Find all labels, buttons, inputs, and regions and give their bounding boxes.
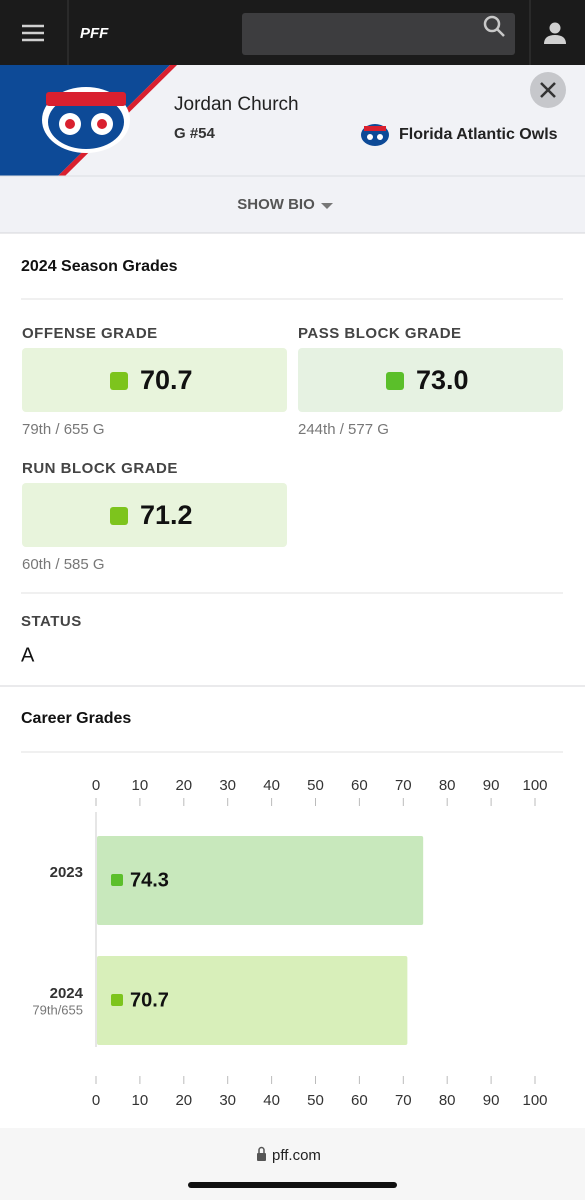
team-logo [42, 87, 130, 153]
menu-button[interactable] [22, 24, 44, 42]
x-tick-label: 70 [395, 1092, 412, 1109]
user-icon[interactable] [544, 22, 566, 45]
status-value: A [21, 644, 35, 666]
grade-box [22, 483, 287, 547]
category-label: 2023 [50, 864, 83, 881]
bar-value-label: 70.7 [130, 989, 169, 1011]
grade-value: 73.0 [416, 365, 469, 395]
team-name: Florida Atlantic Owls [399, 126, 558, 143]
grade-rank: 244th / 577 G [298, 421, 389, 438]
category-sublabel: 79th/655 [32, 1002, 83, 1017]
grade-value: 70.7 [140, 365, 193, 395]
section-title: 2024 Season Grades [21, 258, 178, 275]
x-tick-label: 80 [439, 1092, 456, 1109]
x-tick-label: 100 [522, 1092, 547, 1109]
show-bio-button[interactable]: SHOW BIO [237, 196, 315, 213]
x-tick-label: 50 [307, 777, 324, 794]
grade-box [22, 348, 287, 412]
category-label: 2024 [50, 985, 84, 1002]
x-tick-label: 90 [483, 777, 500, 794]
bar-value-label: 74.3 [130, 869, 169, 891]
x-tick-label: 30 [219, 777, 236, 794]
grade-label: RUN BLOCK GRADE [22, 460, 178, 477]
bar-marker [111, 994, 123, 1006]
browser-bar [0, 1128, 585, 1200]
home-indicator [188, 1182, 397, 1188]
x-tick-label: 10 [132, 777, 149, 794]
grade-marker [110, 372, 128, 390]
grade-label: PASS BLOCK GRADE [298, 325, 462, 342]
x-tick-label: 30 [219, 1092, 236, 1109]
lock-icon [257, 1146, 266, 1161]
x-tick-label: 40 [263, 777, 280, 794]
nav-logo[interactable]: PFF [80, 25, 109, 42]
x-tick-label: 80 [439, 777, 456, 794]
x-tick-label: 70 [395, 777, 412, 794]
url[interactable]: pff.com [272, 1147, 321, 1164]
grade-marker [386, 372, 404, 390]
search-box[interactable] [242, 13, 515, 55]
x-tick-label: 60 [351, 777, 368, 794]
grade-box [298, 348, 563, 412]
bar-marker [111, 874, 123, 886]
bar [97, 836, 424, 925]
chart-title: Career Grades [21, 710, 131, 727]
bar [97, 956, 408, 1045]
x-tick-label: 40 [263, 1092, 280, 1109]
grade-value: 71.2 [140, 500, 193, 530]
status-label: STATUS [21, 613, 82, 630]
x-tick-label: 0 [92, 777, 100, 794]
grade-marker [110, 507, 128, 525]
x-tick-label: 90 [483, 1092, 500, 1109]
player-position: G #54 [174, 125, 216, 142]
x-tick-label: 20 [175, 1092, 192, 1109]
close-button[interactable] [530, 72, 566, 108]
x-tick-label: 100 [522, 777, 547, 794]
caret-icon [321, 203, 333, 209]
x-tick-label: 60 [351, 1092, 368, 1109]
team-icon [361, 124, 389, 146]
x-tick-label: 50 [307, 1092, 324, 1109]
grade-rank: 79th / 655 G [22, 421, 105, 438]
x-tick-label: 0 [92, 1092, 100, 1109]
grade-rank: 60th / 585 G [22, 556, 105, 573]
grade-label: OFFENSE GRADE [22, 325, 158, 342]
x-tick-label: 10 [132, 1092, 149, 1109]
player-name: Jordan Church [174, 94, 299, 115]
search-icon[interactable] [483, 15, 505, 37]
x-tick-label: 20 [175, 777, 192, 794]
